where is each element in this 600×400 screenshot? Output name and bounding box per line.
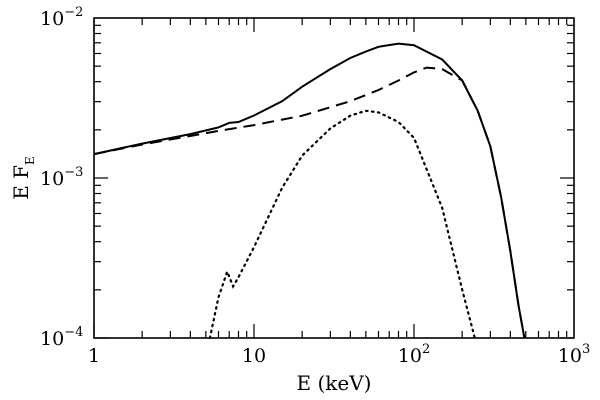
y-axis-label: E FE: [9, 156, 37, 200]
x-tick-labels: 1 10 102 103: [88, 342, 590, 367]
svg-text:E FE: E FE: [9, 156, 37, 200]
y-tick-label: 10−3: [40, 165, 83, 190]
x-tick-label: 103: [558, 342, 590, 367]
y-tick-label: 10−4: [40, 325, 83, 350]
dotted-curve: [208, 109, 476, 340]
dashed-curve: [93, 66, 526, 339]
series-group: [93, 42, 526, 340]
x-axis-label: E (keV): [297, 371, 372, 395]
x-tick-label: 102: [398, 342, 430, 367]
y-tick-labels: 10−4 10−3 10−2: [40, 5, 83, 350]
y-tick-label: 10−2: [40, 5, 83, 30]
y-axis-label-main: E F: [9, 165, 33, 200]
y-axis-label-sub: E: [23, 156, 37, 165]
solid-curve: [93, 42, 526, 339]
x-tick-label: 10: [242, 345, 266, 367]
x-tick-label: 1: [88, 345, 100, 367]
axis-ticks: [93, 18, 574, 339]
